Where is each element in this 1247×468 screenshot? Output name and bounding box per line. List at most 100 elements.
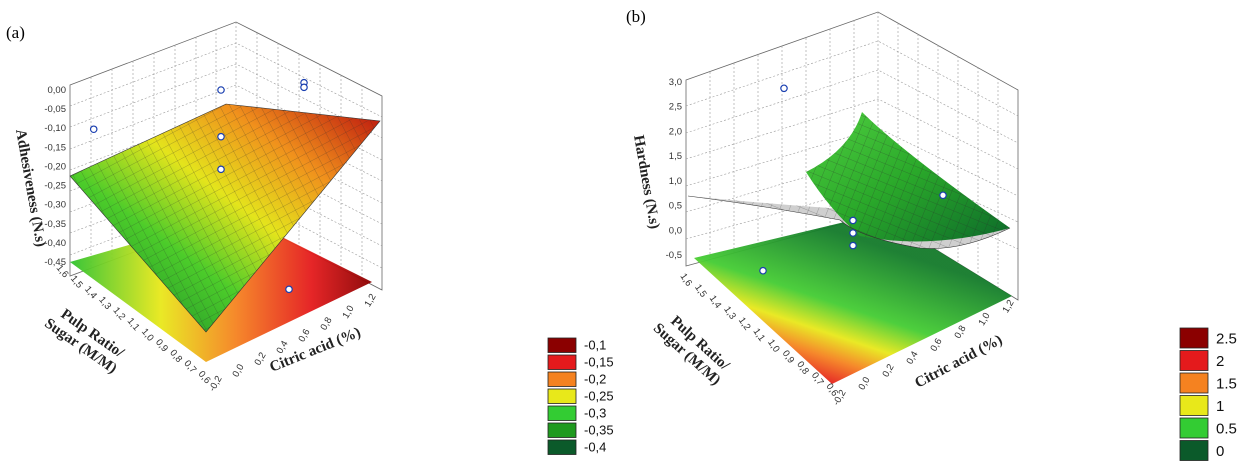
legend-label: 0.5 (1216, 420, 1237, 437)
x-tick-label: 0,4 (904, 349, 920, 366)
legend-swatch (547, 422, 577, 438)
x-tick-label: 1,0 (340, 304, 356, 321)
x-tick-label: 0,2 (252, 351, 268, 368)
data-point (759, 266, 767, 275)
legend-swatch (547, 405, 577, 421)
y-tick-label: 0,7 (182, 358, 199, 375)
z-tick-label: -0,15 (44, 142, 66, 153)
x-tick-label: 0,2 (880, 362, 896, 379)
data-point (217, 165, 225, 174)
data-point (849, 216, 857, 225)
y-tick-label: 1,2 (111, 305, 128, 322)
data-point (939, 191, 947, 200)
panel-b-floor-contour (694, 214, 1012, 384)
data-point (217, 132, 225, 141)
x-tick-label: 1,2 (362, 292, 378, 309)
legend-label: 1 (1216, 398, 1224, 415)
legend-label: 1.5 (1216, 375, 1237, 392)
z-tick-label: 2,5 (669, 102, 682, 113)
y-tick-label: 1,4 (82, 284, 99, 301)
panel-b-legend: 2.5 2 1.5 1 0.5 0 (1179, 327, 1237, 461)
panel-a-label: (a) (6, 23, 25, 42)
panel-b-data-points (759, 84, 947, 275)
y-tick-label: 1,3 (721, 304, 738, 321)
legend-label: -0,3 (584, 406, 606, 421)
legend-swatch (547, 337, 577, 353)
panel-a-data-points (89, 78, 308, 294)
y-tick-label: 0,9 (153, 337, 170, 354)
y-tick-label: 1,1 (751, 326, 768, 343)
data-point (285, 285, 293, 294)
legend-swatch (547, 439, 577, 455)
panel-a-z-ticks: 0,00 -0,05 -0,10 -0,15 -0,20 -0,25 -0,30 -0,35 -… (44, 85, 66, 268)
z-tick-label: -0,40 (44, 238, 66, 249)
x-tick-label: 0,0 (230, 362, 246, 379)
z-tick-label: -0,05 (44, 104, 66, 115)
legend-label: 2 (1216, 353, 1224, 370)
x-tick-label: 0,6 (928, 337, 944, 354)
panel-a-surface (69, 103, 381, 333)
data-point (89, 125, 98, 134)
legend-swatch (547, 388, 577, 404)
legend-swatch (1179, 372, 1209, 394)
y-tick-label: 1,2 (736, 315, 753, 332)
y-tick-label: 1,5 (692, 282, 709, 299)
z-tick-label: 2,0 (669, 126, 682, 137)
y-tick-label: 1,4 (707, 293, 724, 310)
legend-swatch (1179, 395, 1209, 416)
z-tick-label: 0,0 (669, 225, 682, 236)
legend-label: -0,2 (584, 372, 606, 387)
z-tick-label: -0,35 (44, 219, 66, 230)
panel-b-y-axis-title: Pulp Ratio/ Sugar (M/M) (650, 308, 735, 389)
panel-a-z-axis-title: Adhesiveness (N.s) (12, 128, 48, 248)
x-tick-label: 0,0 (856, 375, 872, 392)
x-tick-label: 1,0 (976, 311, 992, 328)
data-point (780, 84, 788, 93)
legend-label: -0,25 (584, 389, 614, 404)
z-tick-label: 1,0 (669, 176, 682, 187)
data-point (217, 86, 225, 94)
x-tick-label: 0,6 (296, 327, 312, 344)
y-tick-label: 1,3 (96, 295, 113, 312)
legend-swatch (1179, 417, 1209, 439)
legend-swatch (1179, 327, 1209, 349)
data-point (849, 229, 857, 237)
z-tick-label: -0,10 (44, 123, 66, 134)
y-tick-label: 1,1 (125, 316, 142, 333)
z-tick-label: 0,00 (48, 85, 67, 96)
legend-label: -0,35 (584, 423, 614, 438)
y-tick-label: 1,0 (765, 337, 782, 354)
panel-b-label: (b) (626, 7, 646, 26)
legend-label: -0,15 (584, 355, 614, 370)
panel-b: (b) 3,02,52,01,51,00,50,0-0,5 -0,20,00,2… (626, 7, 1237, 461)
legend-label: 2.5 (1216, 330, 1237, 347)
y-tick-label: 0,9 (780, 348, 797, 365)
z-tick-label: 0,5 (669, 201, 682, 212)
legend-label: -0,4 (584, 440, 606, 455)
z-tick-label: 3,0 (669, 77, 682, 88)
panel-a-legend: -0,1 -0,15 -0,2 -0,25 -0,3 -0,35 -0,4 (547, 337, 614, 455)
panel-a: (a) 0,00-0,05-0,10-0,15-0,20-0, (6, 21, 614, 455)
panel-b-x-axis-title: Citric acid (%) (912, 332, 1005, 391)
x-tick-label: 0,8 (318, 315, 334, 332)
z-tick-label: -0,5 (666, 250, 682, 261)
x-tick-label: 1,2 (1000, 298, 1016, 315)
legend-label: -0,1 (584, 338, 606, 353)
y-tick-label: 1,0 (139, 326, 156, 343)
z-tick-label: -0,25 (44, 181, 66, 192)
panel-b-z-ticks: 3,0 2,5 2,0 1,5 1,0 0,5 0,0 -0,5 (666, 77, 682, 261)
x-tick-label: 0,8 (952, 324, 968, 341)
legend-label: 0 (1216, 443, 1224, 460)
legend-swatch (1179, 350, 1209, 371)
z-tick-label: 1,5 (669, 151, 682, 162)
panel-b-surface (687, 112, 1011, 249)
legend-swatch (1179, 440, 1209, 461)
z-tick-label: -0,30 (44, 200, 66, 211)
data-point (300, 83, 308, 92)
legend-swatch (547, 354, 577, 370)
y-tick-label: 1,6 (678, 271, 695, 288)
z-tick-label: -0,20 (44, 161, 66, 172)
z-tick-label: -0,45 (44, 257, 66, 268)
data-point (849, 241, 857, 250)
